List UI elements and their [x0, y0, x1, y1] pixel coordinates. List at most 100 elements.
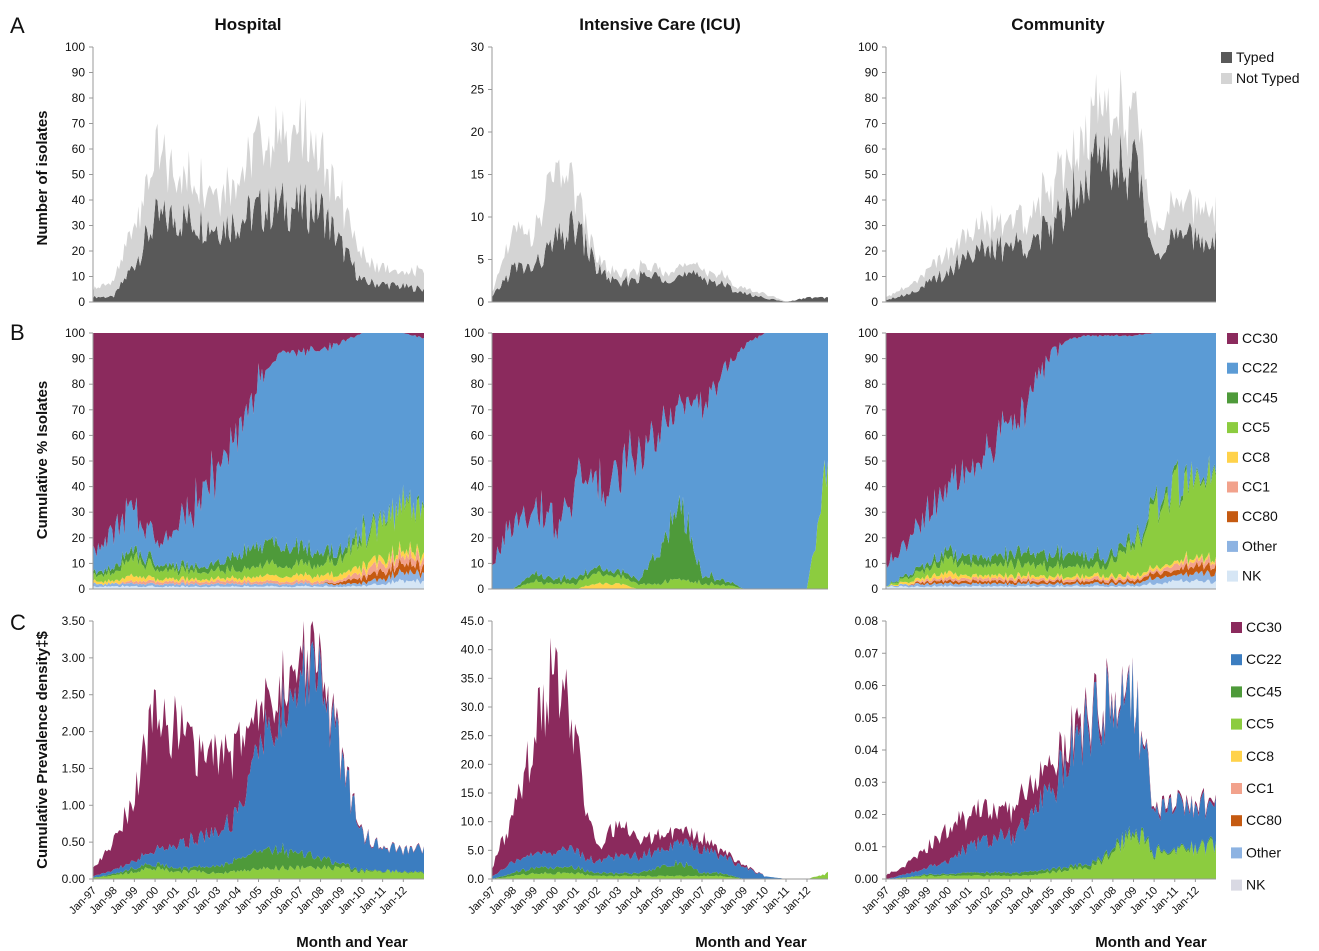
legend-swatch [1231, 622, 1242, 633]
y-tick-label: 0.05 [855, 711, 879, 725]
legend-label: Typed [1236, 49, 1274, 65]
legend-swatch [1231, 783, 1242, 794]
y-tick-label: 10 [865, 556, 879, 570]
series-area-nk [886, 578, 1216, 589]
y-tick-label: 0.03 [855, 775, 879, 789]
y-tick-label: 90 [72, 66, 86, 80]
panel-grid: 0102030405060708090100051015202530010203… [62, 40, 1216, 917]
legend-label: CC1 [1242, 479, 1270, 495]
y-tick-label: 20 [471, 125, 485, 139]
y-tick-label: 60 [471, 428, 485, 442]
y-tick-label: 70 [865, 403, 879, 417]
y-tick-label: 25 [471, 83, 485, 97]
series-area-cc8 [886, 550, 1216, 587]
y-tick-label: 100 [65, 326, 85, 340]
y-tick-label: 40 [72, 193, 86, 207]
series-area-cc5 [886, 459, 1216, 587]
series-area-cc45 [492, 459, 828, 589]
legend-label: CC45 [1246, 683, 1282, 699]
legend-label: CC80 [1246, 812, 1282, 828]
panel-a-community: 0 10 20 30 40 50 60 70 80 90 100 [858, 40, 1216, 309]
series-area-cc8 [93, 540, 424, 586]
y-tick-label: 20 [72, 244, 86, 258]
y-tick-label: 40 [865, 193, 879, 207]
y-tick-label: 0 [78, 582, 85, 596]
series-area-typed [93, 181, 424, 302]
legend-swatch [1227, 422, 1238, 434]
y-tick-label: 15 [471, 168, 485, 182]
y-tick-label: 5 [477, 253, 484, 267]
y-tick-label: 0.50 [62, 835, 86, 849]
y-tick-label: 60 [72, 428, 86, 442]
legend-row-a: Typed Not Typed [1221, 49, 1300, 86]
y-tick-label: 90 [72, 352, 86, 366]
y-tick-label: 60 [865, 428, 879, 442]
legend-swatch [1227, 362, 1238, 374]
series-area-cc45 [886, 826, 1216, 879]
legend-label: CC8 [1246, 748, 1274, 764]
y-tick-label: 60 [72, 142, 86, 156]
y-tick-label: 30.0 [461, 700, 485, 714]
y-tick-label: 0.01 [855, 840, 879, 854]
y-tick-label: 60 [865, 142, 879, 156]
y-tick-label: 20 [72, 531, 86, 545]
series-area-nk [93, 578, 424, 589]
y-tick-label: 0 [477, 295, 484, 309]
series-area-typed [492, 209, 828, 302]
legend-label: CC22 [1246, 651, 1282, 667]
panel-a-icu: 0 5 10 15 20 25 30 [471, 40, 828, 309]
y-tick-label: 80 [865, 377, 879, 391]
legend-swatch [1227, 570, 1238, 582]
series-area-cc45 [93, 484, 424, 578]
y-tick-label: 50 [72, 168, 86, 182]
y-tick-label: 5.0 [467, 843, 484, 857]
y-tick-label: 100 [858, 40, 878, 54]
series-area-cc5 [492, 871, 828, 879]
legend-label: CC8 [1242, 449, 1270, 465]
panel-b-hospital: 0 10 20 30 40 50 60 70 80 90 100 [65, 326, 424, 596]
series-area-cc22 [886, 333, 1216, 587]
y-tick-label: 0.02 [855, 808, 879, 822]
legend-label: CC22 [1242, 360, 1278, 376]
legend-swatch [1231, 879, 1242, 891]
series-area-cc45 [93, 842, 424, 878]
y-tick-label: 0 [78, 295, 85, 309]
legend-swatch [1227, 333, 1238, 344]
y-tick-label: 100 [464, 326, 484, 340]
y-tick-label: 10 [72, 270, 86, 284]
series-area-cc45 [492, 859, 828, 879]
series-area-cc1 [886, 554, 1216, 587]
legend-label: CC80 [1242, 508, 1278, 524]
column-title-hospital: Hospital [214, 15, 281, 34]
series-area-not-typed [93, 97, 424, 299]
y-tick-label: 30 [72, 505, 86, 519]
legend-swatch [1221, 52, 1232, 63]
y-tick-label: 100 [858, 326, 878, 340]
series-area-typed [886, 130, 1216, 302]
legend-swatch [1227, 392, 1238, 404]
row-label-b: B [10, 320, 25, 345]
legend-label: CC45 [1242, 389, 1278, 405]
y-tick-label: 0 [871, 582, 878, 596]
panel-c-icu: 0.05.010.015.020.025.030.035.040.045.0Ja… [461, 614, 828, 917]
legend-label: NK [1242, 568, 1262, 584]
y-tick-label: 10.0 [461, 815, 485, 829]
x-label-icu: Month and Year [695, 934, 807, 951]
series-area-cc30 [93, 333, 424, 557]
y-tick-label: 35.0 [461, 671, 485, 685]
series-area-cc22 [492, 838, 828, 879]
x-label-community: Month and Year [1095, 934, 1207, 951]
y-tick-label: 3.00 [62, 651, 86, 665]
y-tick-label: 30 [471, 40, 485, 54]
y-tick-label: 45.0 [461, 614, 485, 628]
y-tick-label: 80 [865, 91, 879, 105]
series-area-cc30 [492, 333, 828, 566]
series-area-cc5 [93, 487, 424, 584]
y-tick-label: 100 [65, 40, 85, 54]
series-area-cc22 [492, 333, 828, 589]
column-title-icu: Intensive Care (ICU) [579, 15, 741, 34]
panel-a-hospital: 0 10 20 30 40 50 60 70 80 90 100 [65, 40, 424, 309]
y-tick-label: 0.07 [855, 646, 879, 660]
y-tick-label: 50 [72, 454, 86, 468]
y-tick-label: 0 [477, 582, 484, 596]
